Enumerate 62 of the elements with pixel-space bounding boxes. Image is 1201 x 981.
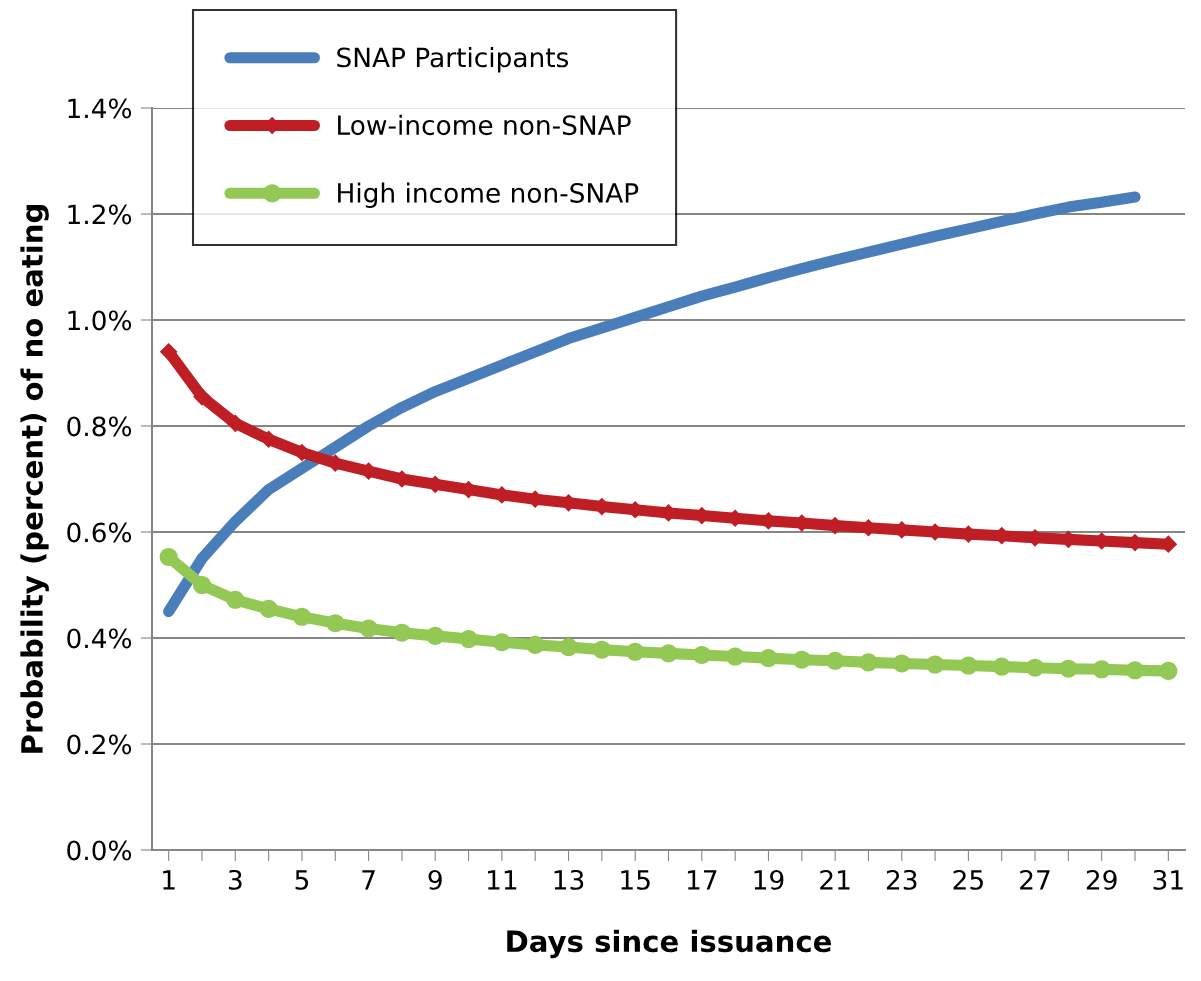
point	[492, 633, 511, 652]
point	[1159, 661, 1178, 680]
y-tick-label: 1.0%	[68, 310, 132, 331]
point	[259, 599, 278, 618]
x-tick-label: 25	[953, 869, 983, 890]
y-tick-label: 0.2%	[67, 734, 132, 755]
y-tick-label: 0.8%	[67, 416, 132, 437]
legend-label: Low-income non-SNAP	[338, 114, 631, 136]
point	[826, 651, 845, 670]
x-tick-label: 7	[362, 870, 375, 890]
x-tick-label: 1	[163, 870, 175, 890]
x-tick-label: 3	[228, 869, 242, 890]
point	[226, 590, 245, 609]
point	[792, 650, 811, 669]
y-tick-label: 0.6%	[67, 522, 132, 543]
x-tick-label: 15	[621, 870, 650, 890]
x-tick-label: 21	[820, 869, 850, 890]
x-tick-label: 11	[488, 870, 517, 890]
point	[592, 640, 611, 659]
y-tick-label: 0.4%	[67, 628, 132, 649]
x-tick-label: 27	[1020, 869, 1050, 890]
point	[892, 654, 911, 673]
point	[659, 644, 678, 663]
point	[426, 626, 445, 645]
x-tick-label: 23	[886, 869, 917, 890]
legend-label: SNAP Participants	[337, 46, 569, 73]
point	[859, 653, 878, 672]
x-axis-title: Days since issuance	[507, 929, 832, 959]
point	[1125, 661, 1145, 680]
point	[326, 614, 345, 633]
point	[559, 637, 578, 657]
x-tick-label: 19	[754, 869, 784, 890]
x-tick-label: 13	[554, 869, 584, 890]
point	[1026, 658, 1045, 677]
point	[159, 342, 178, 361]
point	[726, 647, 745, 666]
y-tick-label: 1.2%	[68, 204, 132, 225]
point	[1092, 660, 1111, 679]
point	[692, 645, 711, 664]
x-tick-label: 17	[687, 870, 717, 890]
point	[459, 630, 478, 649]
point	[193, 388, 211, 406]
point	[192, 575, 212, 595]
point	[759, 649, 778, 668]
point	[359, 619, 378, 638]
point	[959, 656, 978, 675]
point	[159, 547, 178, 566]
x-tick-label: 5	[295, 870, 309, 890]
point	[926, 655, 945, 674]
y-tick-label: 0.0%	[67, 840, 132, 861]
point	[526, 635, 545, 654]
x-tick-label: 31	[1153, 869, 1183, 890]
point	[392, 623, 411, 642]
x-tick-label: 9	[428, 869, 442, 890]
point	[1059, 659, 1078, 678]
x-tick-label: 29	[1086, 869, 1117, 890]
legend-label: High income non-SNAP	[338, 182, 639, 209]
point	[626, 642, 645, 661]
y-tick-label: 1.4%	[68, 98, 132, 119]
point	[292, 607, 311, 626]
point	[992, 657, 1011, 676]
y-axis-title: Probability (percent) of no eating	[20, 205, 49, 753]
